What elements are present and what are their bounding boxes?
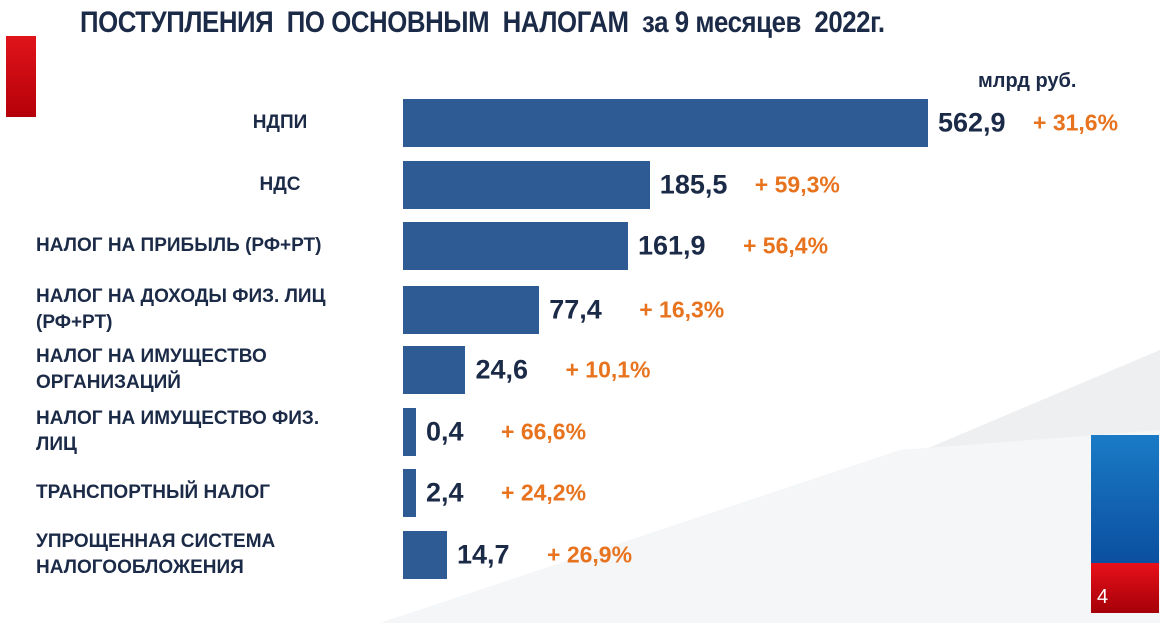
value-label: 77,4 [549, 294, 602, 325]
bar [403, 346, 466, 394]
red-accent-bar [6, 36, 36, 117]
bar [403, 99, 928, 147]
value-label: 161,9 [637, 230, 706, 261]
bar [403, 531, 448, 579]
bar [403, 161, 650, 209]
category-label: ТРАНСПОРТНЫЙ НАЛОГ [36, 482, 271, 503]
value-label: 14,7 [457, 539, 510, 570]
value-label: 0,4 [426, 416, 464, 447]
category-label: НАЛОГ НА ИМУЩЕСТВО ОРГАНИЗАЦИЙ [36, 346, 267, 393]
chart-title: ПОСТУПЛЕНИЯ ПО ОСНОВНЫМ НАЛОГАМ за 9 мес… [80, 6, 885, 39]
flag-decoration: 4 [1091, 435, 1159, 613]
growth-label: + 59,3% [754, 171, 840, 198]
growth-label: + 16,3% [639, 296, 725, 323]
bar [403, 286, 540, 334]
category-label: НАЛОГ НА ПРИБЫЛЬ (РФ+РТ) [36, 235, 322, 256]
value-label: 562,9 [938, 107, 1006, 138]
growth-label: + 24,2% [501, 479, 587, 506]
value-label: 24,6 [475, 354, 529, 385]
growth-label: + 26,9% [547, 541, 633, 568]
bar [403, 408, 416, 456]
growth-label: + 31,6% [1033, 109, 1119, 136]
category-label: НАЛОГ НА ДОХОДЫ ФИЗ. ЛИЦ (РФ+РТ) [36, 286, 326, 333]
category-label: НДПИ [252, 112, 308, 133]
growth-label: + 10,1% [565, 356, 651, 383]
category-label: НАЛОГ НА ИМУЩЕСТВО ФИЗ. ЛИЦ [36, 408, 320, 455]
unit-label: млрд руб. [978, 70, 1077, 92]
growth-label: + 66,6% [501, 418, 587, 445]
growth-label: + 56,4% [742, 232, 829, 259]
page-number: 4 [1097, 586, 1109, 608]
bar [403, 222, 628, 270]
bar [403, 469, 416, 517]
category-label: НДС [259, 174, 301, 195]
value-label: 185,5 [659, 169, 728, 200]
category-label: УПРОЩЕННАЯ СИСТЕМА НАЛОГООБЛОЖЕНИЯ [36, 531, 276, 578]
value-label: 2,4 [426, 477, 464, 508]
